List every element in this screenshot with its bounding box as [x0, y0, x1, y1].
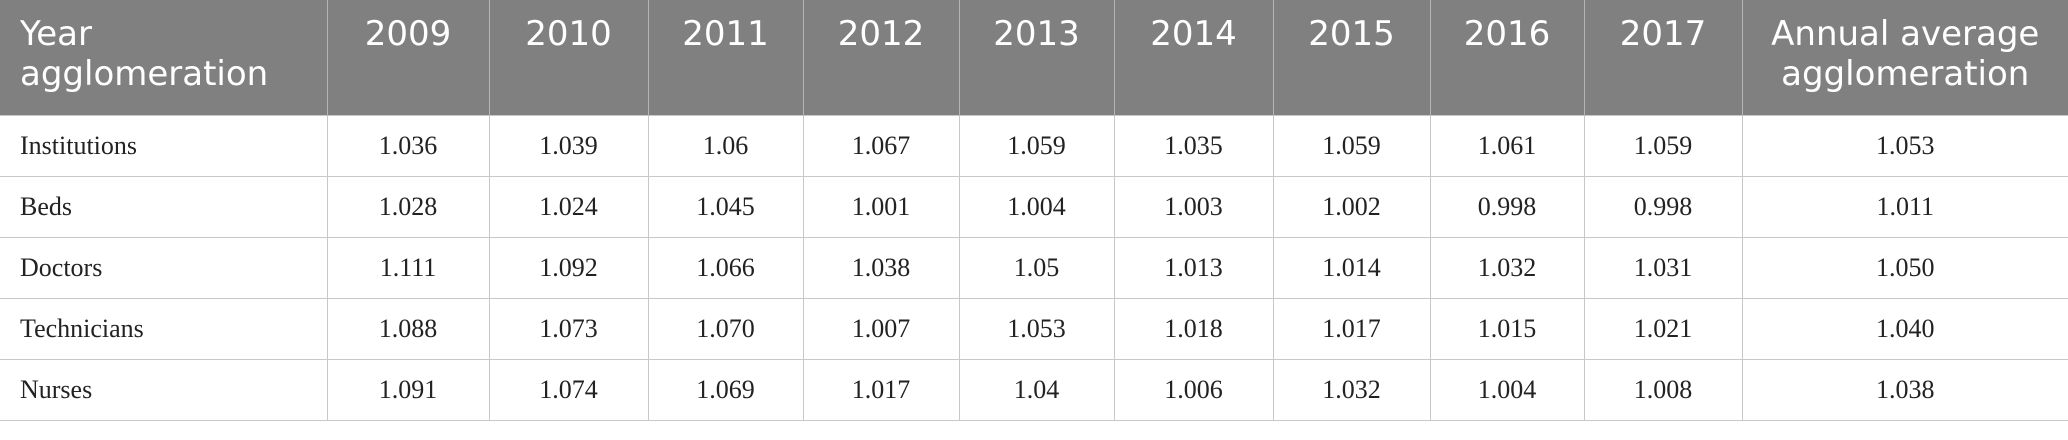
table-cell: 1.036: [326, 114, 490, 177]
table-cell: 1.002: [1272, 175, 1431, 238]
header-cell: 2013: [958, 0, 1114, 115]
table-cell: 1.038: [1741, 358, 2068, 421]
table-cell: 1.092: [488, 236, 649, 299]
table-cell: 1.053: [958, 297, 1115, 360]
table-cell: 1.038: [802, 236, 960, 299]
table-row: Nurses 1.091 1.074 1.069 1.017 1.04 1.006 1.032…: [0, 358, 2068, 421]
header-cell: 2017: [1583, 0, 1742, 115]
table-row: Beds 1.028 1.024 1.045 1.001 1.004 1.003 1.002 0…: [0, 175, 2068, 238]
table-cell: 1.067: [802, 114, 960, 177]
table-cell: 1.073: [488, 297, 649, 360]
table-cell: 1.004: [958, 175, 1115, 238]
table-cell: 1.111: [326, 236, 490, 299]
table-cell: 1.06: [647, 114, 804, 177]
table-cell: 1.032: [1272, 358, 1431, 421]
table-cell: 1.014: [1272, 236, 1431, 299]
row-label: Technicians: [0, 297, 328, 360]
table-cell: 1.028: [326, 175, 490, 238]
row-label: Institutions: [0, 114, 328, 177]
table-cell: 1.003: [1113, 175, 1274, 238]
table-row: Institutions 1.036 1.039 1.06 1.067 1.059 1.03…: [0, 114, 2068, 177]
table-cell: 1.066: [647, 236, 804, 299]
table-cell: 1.035: [1113, 114, 1274, 177]
header-cell: 2014: [1113, 0, 1273, 115]
row-label: Nurses: [0, 358, 328, 421]
row-label: Doctors: [0, 236, 328, 299]
table-cell: 1.015: [1429, 297, 1585, 360]
data-table: Year agglomeration 2009 2010 2011 2012 2013 20…: [0, 0, 2068, 421]
table-cell: 1.032: [1429, 236, 1585, 299]
table-cell: 0.998: [1429, 175, 1585, 238]
table-cell: 1.050: [1741, 236, 2068, 299]
table-cell: 1.017: [802, 358, 960, 421]
table-cell: 0.998: [1583, 175, 1743, 238]
table-cell: 1.059: [1272, 114, 1431, 177]
table-cell: 1.013: [1113, 236, 1274, 299]
table-cell: 1.05: [958, 236, 1115, 299]
table-cell: 1.040: [1741, 297, 2068, 360]
header-cell: Annual average agglomeration: [1741, 0, 2068, 115]
header-cell: 2016: [1429, 0, 1584, 115]
header-cell: 2009: [326, 0, 489, 115]
table-cell: 1.04: [958, 358, 1115, 421]
header-cell: Year agglomeration: [0, 0, 327, 115]
table-cell: 1.011: [1741, 175, 2068, 238]
table-cell: 1.039: [488, 114, 649, 177]
table-cell: 1.074: [488, 358, 649, 421]
header-row: Year agglomeration 2009 2010 2011 2012 2013 20…: [0, 0, 2068, 115]
table-cell: 1.059: [1583, 114, 1743, 177]
table-cell: 1.021: [1583, 297, 1743, 360]
table-cell: 1.004: [1429, 358, 1585, 421]
header-cell: 2015: [1272, 0, 1430, 115]
table-row: Doctors 1.111 1.092 1.066 1.038 1.05 1.013 1.01…: [0, 236, 2068, 299]
table-cell: 1.059: [958, 114, 1115, 177]
table-cell: 1.006: [1113, 358, 1274, 421]
table-cell: 1.018: [1113, 297, 1274, 360]
table-cell: 1.007: [802, 297, 960, 360]
header-cell: 2011: [647, 0, 803, 115]
header-cell: 2010: [488, 0, 648, 115]
table-cell: 1.091: [326, 358, 490, 421]
table-row: Technicians 1.088 1.073 1.070 1.007 1.053 1.01…: [0, 297, 2068, 360]
table-cell: 1.001: [802, 175, 960, 238]
row-label: Beds: [0, 175, 328, 238]
table-cell: 1.069: [647, 358, 804, 421]
table-cell: 1.008: [1583, 358, 1743, 421]
header-cell: 2012: [802, 0, 959, 115]
table-cell: 1.070: [647, 297, 804, 360]
table-cell: 1.088: [326, 297, 490, 360]
table-cell: 1.045: [647, 175, 804, 238]
table-cell: 1.017: [1272, 297, 1431, 360]
table-cell: 1.031: [1583, 236, 1743, 299]
table-cell: 1.024: [488, 175, 649, 238]
table-body: Institutions 1.036 1.039 1.06 1.067 1.059 1.03…: [0, 114, 2068, 421]
table-cell: 1.061: [1429, 114, 1585, 177]
table-cell: 1.053: [1741, 114, 2068, 177]
